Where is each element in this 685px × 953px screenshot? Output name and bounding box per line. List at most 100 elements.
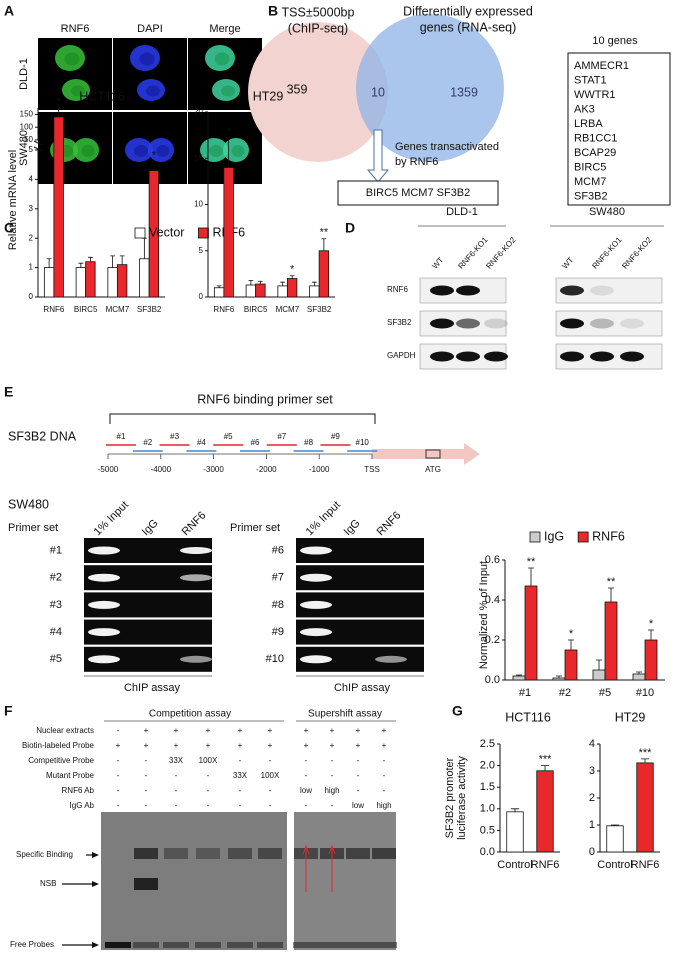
cell: - xyxy=(357,786,360,795)
cell: low xyxy=(300,786,312,795)
emsa-free xyxy=(293,942,319,948)
x-tick-label: BIRC5 xyxy=(244,305,268,314)
error-bar xyxy=(248,279,254,285)
cell: - xyxy=(269,786,272,795)
bar xyxy=(512,675,526,681)
result-box xyxy=(337,180,499,206)
bar xyxy=(309,285,320,298)
error-bar xyxy=(610,824,620,826)
cell: - xyxy=(239,756,242,765)
band xyxy=(590,351,614,362)
count: 359 xyxy=(287,82,308,96)
cell: + xyxy=(144,726,149,735)
significance: *** xyxy=(539,754,553,766)
tss-arrow xyxy=(372,449,464,459)
emsa-free xyxy=(195,942,221,948)
row-label: Biotin-labeled Probe xyxy=(22,741,95,750)
bar xyxy=(245,284,257,298)
assay-label: ChIP assay xyxy=(334,682,391,694)
band-label: Free Probes xyxy=(10,940,54,949)
error-bar xyxy=(636,671,642,674)
y-tick-label: 0.5 xyxy=(480,824,495,836)
bar xyxy=(286,278,298,298)
nucleus-core xyxy=(231,145,245,157)
gene: RB1CC1 xyxy=(574,132,617,144)
row-label: Competitive Probe xyxy=(28,756,94,765)
band xyxy=(430,351,454,362)
band xyxy=(590,318,614,329)
nucleus-core xyxy=(81,145,95,157)
cell: + xyxy=(174,741,179,750)
y-tick-label: 4 xyxy=(29,175,34,184)
position-label: -4000 xyxy=(151,465,172,474)
bar xyxy=(53,116,64,298)
y-tick-label: 4 xyxy=(589,738,595,750)
error-bar xyxy=(608,587,614,602)
cell: + xyxy=(268,726,273,735)
gene: BIRC5 xyxy=(574,161,606,173)
gel-band xyxy=(375,655,407,663)
nucleus-core xyxy=(64,52,80,66)
error-bar xyxy=(640,758,650,763)
result: BIRC5 MCM7 SF3B2 xyxy=(366,187,471,199)
gene: AMMECR1 xyxy=(574,60,629,72)
gel-column: 1% Input xyxy=(304,499,343,538)
x-tick-label: SF3B2 xyxy=(137,305,162,314)
cell: - xyxy=(207,786,210,795)
primer-label: #9 xyxy=(331,432,340,441)
band-label: NSB xyxy=(40,879,56,888)
gel-band xyxy=(88,546,120,555)
bar xyxy=(107,267,118,298)
panel-label: G xyxy=(452,703,463,719)
cell: - xyxy=(117,801,120,810)
x-tick-label: MCM7 xyxy=(276,305,300,314)
y-tick-label: 0.0 xyxy=(480,846,495,858)
gel-row-label: #10 xyxy=(266,653,284,665)
cell: - xyxy=(383,771,386,780)
error-bar xyxy=(226,137,232,168)
nucleus-core xyxy=(221,85,235,97)
atg-label: ATG xyxy=(425,465,441,474)
band xyxy=(620,351,644,362)
chart-title: HT29 xyxy=(615,710,646,724)
emsa-free xyxy=(319,942,345,948)
panel-label: D xyxy=(345,220,355,236)
cell: high xyxy=(376,801,391,810)
lane-label: RNF6-KO2 xyxy=(484,235,518,271)
emsa-band xyxy=(372,848,396,859)
panel-label: F xyxy=(4,703,13,719)
emsa-nsb xyxy=(134,878,158,890)
cell: - xyxy=(357,756,360,765)
y-tick-label: 1.5 xyxy=(480,781,495,793)
lane-label: RNF6-KO1 xyxy=(590,235,624,271)
nucleus-core xyxy=(156,145,170,157)
column-label: Merge xyxy=(209,23,240,35)
arrow-head xyxy=(328,844,336,855)
cell: - xyxy=(331,771,334,780)
protein-label: SF3B2 xyxy=(387,318,412,327)
cell: - xyxy=(305,771,308,780)
nucleus-core xyxy=(134,145,148,157)
emsa-free xyxy=(163,942,189,948)
y-tick-label: 50 xyxy=(24,135,33,144)
row-label: SW480 xyxy=(18,130,30,166)
venn-rnaseq xyxy=(356,14,504,162)
gel-band xyxy=(88,573,120,582)
error-bar xyxy=(510,808,520,812)
legend-swatch xyxy=(529,531,541,543)
significance: * xyxy=(152,150,157,162)
legend-label: IgG xyxy=(544,529,564,543)
gene: STAT1 xyxy=(574,74,607,86)
tss-arrow-head xyxy=(464,443,480,465)
emsa-free xyxy=(133,942,159,948)
gene-box xyxy=(567,52,671,206)
gel-band xyxy=(180,547,212,554)
bar xyxy=(564,649,578,681)
nucleus-core xyxy=(146,85,160,97)
chart-title: HCT116 xyxy=(79,89,125,103)
gel-column: IgG xyxy=(140,517,161,538)
primer-label: #2 xyxy=(143,438,152,447)
row-label: RNF6 Ab xyxy=(62,786,95,795)
band xyxy=(560,351,584,362)
gel-column: IgG xyxy=(342,517,363,538)
